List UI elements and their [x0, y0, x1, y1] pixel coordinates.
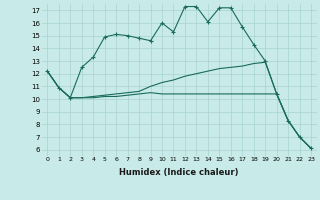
X-axis label: Humidex (Indice chaleur): Humidex (Indice chaleur)	[119, 168, 239, 177]
